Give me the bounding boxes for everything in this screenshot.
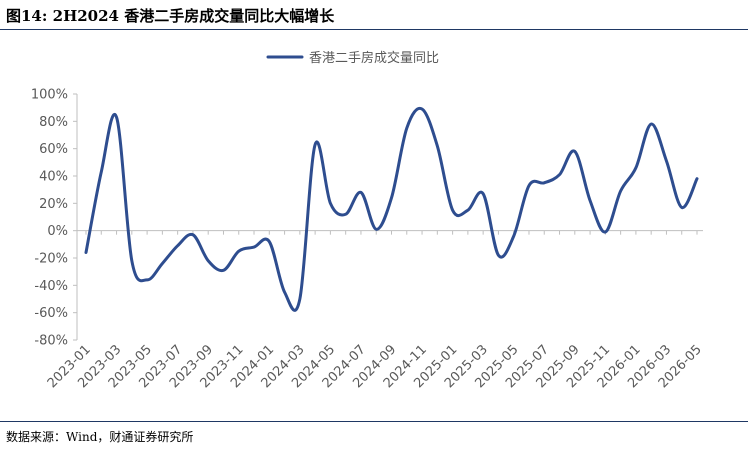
- data-point: [375, 228, 378, 231]
- data-point: [344, 213, 347, 216]
- data-point: [146, 278, 149, 281]
- series-layer: [84, 106, 699, 312]
- data-point: [268, 240, 271, 243]
- footer-rule: [0, 421, 748, 422]
- legend-label: 香港二手房成交量同比: [309, 50, 439, 66]
- y-tick-label: 100%: [31, 88, 68, 103]
- source-note: 数据来源：Wind，财通证券研究所: [6, 430, 194, 444]
- data-point: [665, 159, 668, 162]
- data-point: [329, 202, 332, 205]
- data-point: [696, 177, 699, 180]
- data-point: [589, 199, 592, 202]
- data-point: [359, 191, 362, 194]
- data-point: [237, 250, 240, 253]
- y-tick-label: 40%: [39, 170, 68, 185]
- legend: 香港二手房成交量同比: [266, 50, 439, 66]
- data-point: [85, 251, 88, 254]
- y-tick-label: 80%: [39, 115, 68, 130]
- y-tick-label: -40%: [34, 279, 68, 294]
- data-point: [543, 181, 546, 184]
- line-chart: 香港二手房成交量同比 -80% -60% -40% -20% 0% 20% 40% 60% 80…: [31, 50, 705, 391]
- data-point: [451, 209, 454, 212]
- data-point: [421, 108, 424, 111]
- header-rule: [0, 29, 748, 30]
- data-point: [512, 235, 515, 238]
- data-point: [207, 259, 210, 262]
- data-point: [283, 291, 286, 294]
- data-point: [466, 209, 469, 212]
- data-point: [298, 298, 301, 301]
- data-point: [573, 150, 576, 153]
- data-point: [436, 144, 439, 147]
- data-point: [650, 123, 653, 126]
- y-tick-label: 0%: [47, 224, 68, 239]
- y-tick-label: 20%: [39, 197, 68, 212]
- data-point: [680, 206, 683, 209]
- series-line: [84, 106, 699, 312]
- data-point: [100, 170, 103, 173]
- data-point: [314, 143, 317, 146]
- data-point: [619, 190, 622, 193]
- data-point: [191, 233, 194, 236]
- y-tick-label: -80%: [34, 334, 68, 349]
- y-tick-label: -60%: [34, 306, 68, 321]
- y-tick-label: 60%: [39, 142, 68, 157]
- data-point: [604, 231, 607, 234]
- data-point: [527, 184, 530, 187]
- data-point: [558, 173, 561, 176]
- x-axis: 2023-012023-032023-052023-072023-092023-…: [45, 230, 705, 391]
- data-point: [176, 244, 179, 247]
- figure-title: 图14: 2H2024 香港二手房成交量同比大幅增长: [6, 7, 335, 25]
- data-point: [130, 259, 133, 262]
- data-point: [482, 192, 485, 195]
- data-point: [222, 269, 225, 272]
- data-point: [497, 254, 500, 257]
- data-point: [634, 166, 637, 169]
- data-point: [390, 196, 393, 199]
- y-tick-label: -20%: [34, 252, 68, 267]
- data-point: [253, 246, 256, 249]
- data-point: [115, 116, 118, 119]
- data-point: [161, 262, 164, 265]
- y-axis: -80% -60% -40% -20% 0% 20% 40% 60% 80% 100%: [31, 88, 78, 349]
- data-point: [405, 127, 408, 130]
